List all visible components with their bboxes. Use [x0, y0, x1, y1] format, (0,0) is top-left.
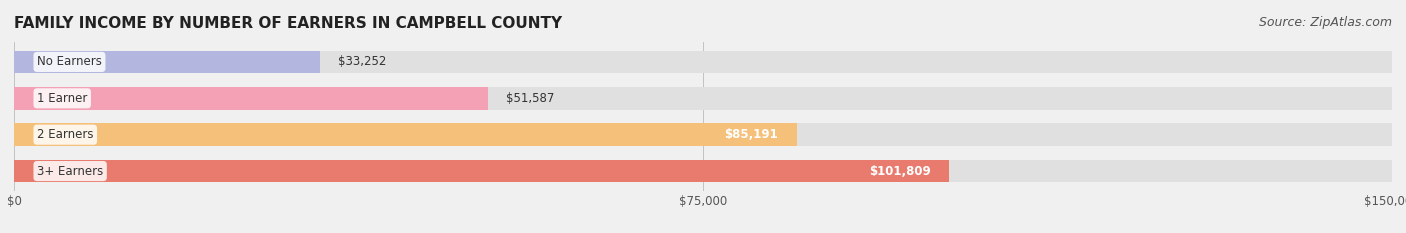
Bar [14, 123, 1392, 146]
Bar [14, 160, 949, 182]
Bar [14, 87, 1392, 110]
Text: $85,191: $85,191 [724, 128, 779, 141]
Text: 2 Earners: 2 Earners [37, 128, 94, 141]
Text: Source: ZipAtlas.com: Source: ZipAtlas.com [1258, 16, 1392, 29]
Text: 3+ Earners: 3+ Earners [37, 164, 103, 178]
Bar [14, 123, 797, 146]
Text: FAMILY INCOME BY NUMBER OF EARNERS IN CAMPBELL COUNTY: FAMILY INCOME BY NUMBER OF EARNERS IN CA… [14, 16, 562, 31]
Text: $51,587: $51,587 [506, 92, 555, 105]
Bar [14, 51, 319, 73]
Text: No Earners: No Earners [37, 55, 101, 69]
Text: $101,809: $101,809 [869, 164, 931, 178]
Bar [14, 160, 1392, 182]
Text: 1 Earner: 1 Earner [37, 92, 87, 105]
Text: $33,252: $33,252 [337, 55, 387, 69]
Bar [14, 51, 1392, 73]
Bar [14, 87, 488, 110]
